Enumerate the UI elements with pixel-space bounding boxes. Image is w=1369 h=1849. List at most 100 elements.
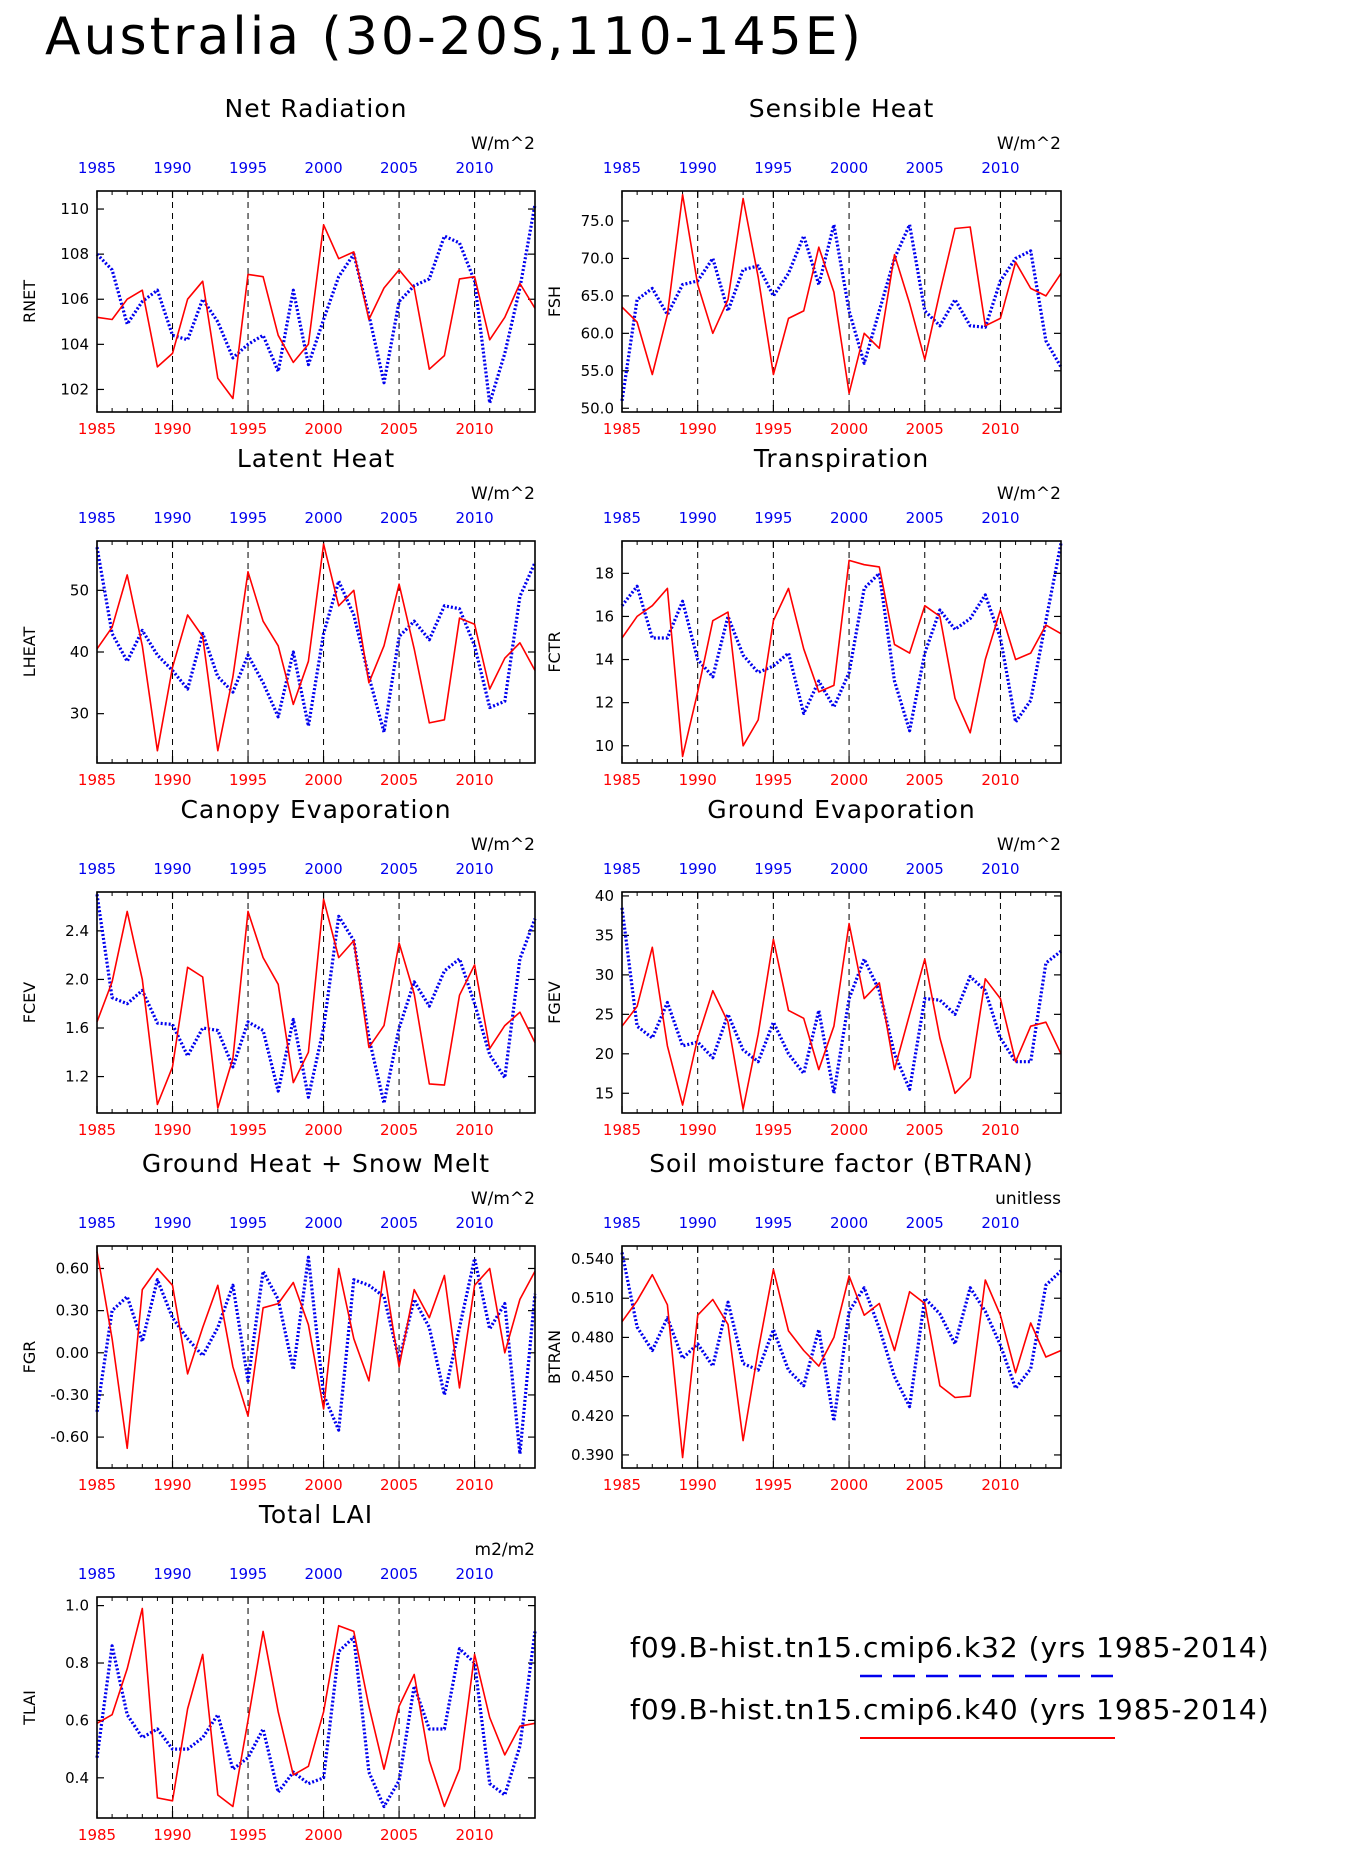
- chart-7: Soil moisture factor (BTRAN) unitless BTRA…: [545, 1149, 1063, 1494]
- chart-1-xlabel-top-1995: 1995: [754, 159, 792, 177]
- chart-3-frame: [621, 540, 1062, 764]
- chart-8-xlabel-bottom-2000: 2000: [304, 1826, 342, 1844]
- chart-1-xlabel-top-2005: 2005: [906, 159, 944, 177]
- chart-8-xlabel-top-2000: 2000: [304, 1565, 342, 1583]
- chart-5-units: W/m^2: [997, 835, 1061, 855]
- chart-8-xlabel-top-2010: 2010: [455, 1565, 493, 1583]
- chart-2-ylabel-tick-50: 50: [70, 581, 89, 599]
- chart-2-ylabel-tick-40: 40: [70, 643, 89, 661]
- chart-2: Latent Heat W/m^2 LHEAT 1985 1985 1990 1990 199…: [20, 444, 537, 789]
- chart-4-xlabel-bottom-2000: 2000: [304, 1121, 342, 1139]
- chart-5: Ground Evaporation W/m^2 FGEV 1985 1985 1990 1…: [545, 795, 1062, 1139]
- chart-0-title: Net Radiation: [225, 94, 408, 123]
- chart-3-xlabel-top-1985: 1985: [603, 509, 641, 527]
- chart-1-xlabel-bottom-2005: 2005: [906, 420, 944, 438]
- chart-3: Transpiration W/m^2 FCTR 1985 1985 1990 1990 19…: [545, 444, 1063, 789]
- chart-3-ylabel-tick-16: 16: [595, 607, 614, 625]
- chart-2-xlabel-top-1990: 1990: [153, 509, 191, 527]
- chart-5-xlabel-top-1995: 1995: [754, 860, 792, 878]
- chart-3-ylabel-tick-18: 18: [595, 564, 614, 582]
- chart-2-series-k32: [95, 546, 537, 734]
- chart-4-frame: [96, 891, 536, 1114]
- chart-5-xlabel-bottom-2000: 2000: [830, 1121, 868, 1139]
- chart-7-ylabel-tick-0.390: 0.390: [571, 1446, 614, 1464]
- chart-2-xlabel-bottom-2005: 2005: [380, 771, 418, 789]
- chart-7-frame: [621, 1245, 1062, 1469]
- chart-0-ylabel: RNET: [20, 280, 39, 323]
- chart-5-ylabel-tick-25: 25: [595, 1005, 614, 1023]
- chart-5-ylabel-tick-20: 20: [595, 1045, 614, 1063]
- chart-5-xlabel-bottom-2010: 2010: [981, 1121, 1019, 1139]
- chart-5-xlabel-top-1985: 1985: [603, 860, 641, 878]
- chart-8-title: Total LAI: [258, 1500, 373, 1529]
- chart-1-xlabel-top-1990: 1990: [679, 159, 717, 177]
- chart-3-units: W/m^2: [997, 484, 1061, 504]
- chart-8-ylabel-tick-1.0: 1.0: [65, 1597, 89, 1615]
- legend-label-k40: f09.B-hist.tn15.cmip6.k40 (yrs 1985-2014…: [630, 1693, 1270, 1726]
- chart-7-series-k40: [621, 1268, 1062, 1459]
- chart-6-xlabel-bottom-1985: 1985: [78, 1476, 116, 1494]
- chart-6-series-k40: [96, 1251, 536, 1450]
- chart-2-xlabel-bottom-2010: 2010: [455, 771, 493, 789]
- chart-7-xlabel-bottom-1995: 1995: [754, 1476, 792, 1494]
- chart-1-ylabel-tick-50.0: 50.0: [581, 399, 614, 417]
- chart-7-xlabel-bottom-2005: 2005: [906, 1476, 944, 1494]
- chart-2-xlabel-top-2005: 2005: [380, 509, 418, 527]
- chart-7-ylabel-tick-0.420: 0.420: [571, 1407, 614, 1425]
- chart-5-ylabel-tick-15: 15: [595, 1084, 614, 1102]
- chart-4-ylabel-tick-1.6: 1.6: [65, 1019, 89, 1037]
- chart-5-xlabel-bottom-1990: 1990: [679, 1121, 717, 1139]
- chart-6-xlabel-bottom-2010: 2010: [455, 1476, 493, 1494]
- chart-5-series-k32: [620, 907, 1062, 1095]
- chart-1-frame: [621, 190, 1062, 413]
- legend-label-k32: f09.B-hist.tn15.cmip6.k32 (yrs 1985-2014…: [630, 1631, 1270, 1664]
- chart-8-ylabel-tick-0.8: 0.8: [65, 1654, 89, 1672]
- chart-5-ylabel: FGEV: [545, 981, 564, 1024]
- chart-1-ylabel: FSH: [545, 286, 564, 317]
- chart-7-xlabel-top-1990: 1990: [679, 1214, 717, 1232]
- chart-6-xlabel-top-2005: 2005: [380, 1214, 418, 1232]
- chart-0-xlabel-top-2000: 2000: [304, 159, 342, 177]
- chart-1-ylabel-tick-60.0: 60.0: [581, 324, 614, 342]
- chart-4-title: Canopy Evaporation: [180, 795, 451, 824]
- chart-7-series-k32: [620, 1252, 1063, 1423]
- chart-5-ylabel-tick-35: 35: [595, 926, 614, 944]
- chart-4-ylabel-tick-1.2: 1.2: [65, 1068, 89, 1086]
- chart-4-ylabel: FCEV: [20, 982, 39, 1023]
- chart-4-series-k32: [95, 894, 537, 1105]
- chart-2-xlabel-bottom-1995: 1995: [229, 771, 267, 789]
- chart-5-xlabel-bottom-1995: 1995: [754, 1121, 792, 1139]
- chart-3-xlabel-bottom-2005: 2005: [906, 771, 944, 789]
- chart-2-xlabel-top-2010: 2010: [455, 509, 493, 527]
- chart-1-xlabel-top-2010: 2010: [981, 159, 1019, 177]
- chart-7-ylabel: BTRAN: [545, 1330, 564, 1384]
- chart-1-title: Sensible Heat: [749, 94, 935, 123]
- chart-3-xlabel-top-1990: 1990: [679, 509, 717, 527]
- chart-2-xlabel-bottom-1985: 1985: [78, 771, 116, 789]
- chart-0-xlabel-bottom-2005: 2005: [380, 420, 418, 438]
- chart-6-units: W/m^2: [471, 1189, 535, 1209]
- chart-4-units: W/m^2: [471, 835, 535, 855]
- chart-0-xlabel-top-1985: 1985: [78, 159, 116, 177]
- chart-1-ylabel-tick-70.0: 70.0: [581, 249, 614, 267]
- chart-8-xlabel-bottom-1985: 1985: [78, 1826, 116, 1844]
- chart-8-xlabel-bottom-1990: 1990: [153, 1826, 191, 1844]
- chart-6-ylabel: FGR: [20, 1341, 39, 1374]
- chart-5-xlabel-top-2005: 2005: [906, 860, 944, 878]
- chart-8-xlabel-top-1985: 1985: [78, 1565, 116, 1583]
- chart-0-ylabel-tick-102: 102: [60, 380, 89, 398]
- chart-3-xlabel-bottom-2000: 2000: [830, 771, 868, 789]
- chart-5-series-k40: [621, 922, 1062, 1110]
- chart-2-title: Latent Heat: [237, 444, 395, 473]
- chart-2-xlabel-top-1985: 1985: [78, 509, 116, 527]
- chart-4-xlabel-top-1995: 1995: [229, 860, 267, 878]
- chart-6-frame: [96, 1245, 536, 1469]
- chart-0-xlabel-top-2005: 2005: [380, 159, 418, 177]
- chart-4-ylabel-tick-2.4: 2.4: [65, 922, 89, 940]
- chart-1-xlabel-bottom-2000: 2000: [830, 420, 868, 438]
- chart-2-xlabel-bottom-1990: 1990: [153, 771, 191, 789]
- chart-3-xlabel-bottom-1995: 1995: [754, 771, 792, 789]
- chart-8-xlabel-top-1990: 1990: [153, 1565, 191, 1583]
- chart-0-xlabel-bottom-1990: 1990: [153, 420, 191, 438]
- chart-1-series-k32: [620, 223, 1063, 402]
